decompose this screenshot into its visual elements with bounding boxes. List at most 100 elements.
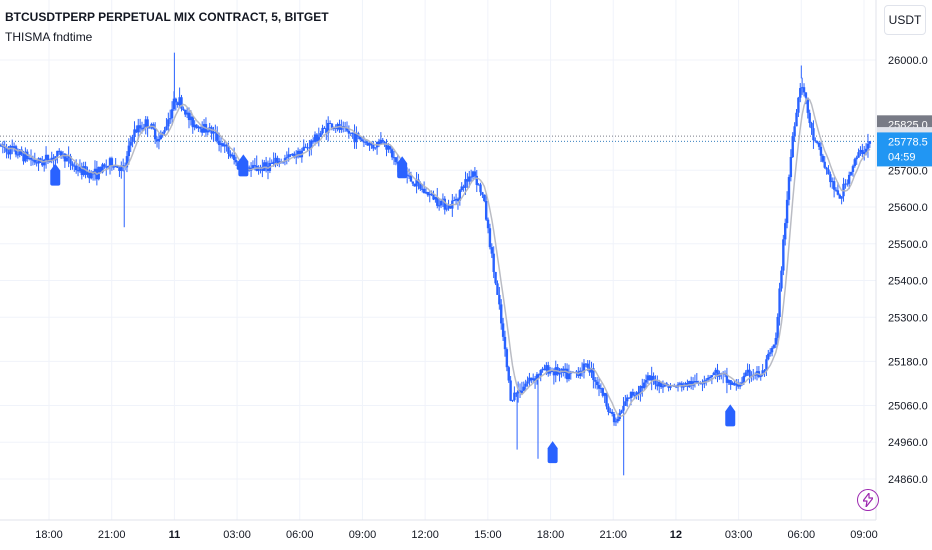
- candle-body: [635, 392, 638, 395]
- candle-body: [620, 410, 623, 413]
- candle-body: [795, 112, 798, 127]
- candle-body: [716, 369, 719, 377]
- candle-body: [73, 165, 76, 167]
- candle-body: [633, 394, 636, 396]
- candle-body: [169, 118, 172, 120]
- candle-body: [289, 154, 292, 156]
- price-tick-label: 25600.0: [888, 202, 928, 214]
- candle-body: [829, 174, 832, 183]
- candle-body: [368, 143, 371, 146]
- signal-marker: [547, 441, 558, 464]
- price-tick-label: 25500.0: [888, 239, 928, 251]
- candle-body: [392, 157, 396, 159]
- candle-body: [342, 125, 345, 127]
- candle-body: [37, 158, 40, 164]
- candle-body: [695, 381, 699, 383]
- candle-body: [405, 174, 409, 176]
- candle-body: [840, 196, 843, 199]
- candle-body: [667, 386, 670, 388]
- candle-body: [334, 128, 337, 130]
- candle-body: [298, 150, 302, 158]
- candle-body: [691, 381, 695, 386]
- candle-body: [492, 253, 495, 273]
- candle-body: [206, 130, 210, 133]
- candle-body: [607, 406, 610, 412]
- price-tick-label: 25300.0: [888, 312, 928, 324]
- candle-body: [311, 140, 315, 142]
- candle-body: [148, 127, 151, 129]
- candle-body: [372, 144, 375, 149]
- candle-body: [437, 205, 441, 207]
- candle-body: [516, 390, 520, 394]
- candle-body: [488, 228, 492, 248]
- candle-body: [227, 146, 230, 154]
- candle-body: [332, 128, 336, 130]
- candle-body: [799, 88, 802, 98]
- candle-body: [530, 377, 533, 381]
- candle-body: [321, 127, 324, 134]
- bar-countdown-label: 04:59: [888, 151, 916, 163]
- price-tick-label: 26000.0: [888, 55, 928, 67]
- candle-body: [447, 205, 450, 209]
- candle-body: [16, 154, 20, 156]
- candle-body: [131, 136, 134, 142]
- candle-body: [857, 152, 860, 158]
- candle-body: [187, 112, 191, 121]
- candle-body: [137, 125, 140, 133]
- lightning-bolt-icon[interactable]: [857, 489, 879, 511]
- candle-body: [424, 191, 428, 194]
- candle-body: [729, 380, 732, 385]
- time-tick-label: 21:00: [98, 529, 126, 541]
- candle-body: [308, 147, 311, 149]
- candle-body: [768, 352, 772, 354]
- candle-body: [11, 146, 14, 149]
- candle-body: [861, 149, 864, 154]
- candle-body: [656, 384, 659, 387]
- price-tick-label: 24960.0: [888, 437, 928, 449]
- candle-body: [272, 161, 275, 164]
- candle-body: [778, 288, 781, 317]
- candle-body: [231, 154, 234, 157]
- indicator-label[interactable]: THISMA fndtime: [5, 30, 93, 44]
- time-tick-label: 06:00: [286, 529, 314, 541]
- candle-body: [103, 164, 106, 167]
- candle-body: [202, 124, 206, 133]
- candle-body: [460, 186, 463, 191]
- candle-body: [765, 359, 768, 371]
- candle-body: [731, 382, 734, 385]
- price-tick-label: 24860.0: [888, 474, 928, 486]
- candle-body: [421, 188, 424, 190]
- candle-body: [189, 116, 193, 121]
- candle-body: [539, 370, 542, 376]
- ma-line: [0, 97, 871, 417]
- currency-button[interactable]: USDT: [884, 5, 926, 35]
- candle-body: [597, 385, 601, 389]
- candle-body: [827, 169, 830, 175]
- candle-body: [800, 87, 804, 89]
- bolt-glyph: [863, 493, 873, 507]
- candle-body: [330, 123, 334, 129]
- candle-body: [753, 374, 757, 376]
- candle-body: [804, 92, 808, 98]
- candle-body: [394, 157, 398, 162]
- candle-body: [682, 385, 685, 388]
- candle-body: [808, 112, 811, 124]
- candle-body: [217, 140, 221, 145]
- candle-body: [125, 156, 129, 168]
- candle-body: [390, 149, 394, 158]
- candle-body: [648, 375, 652, 381]
- candle-body: [389, 145, 392, 150]
- time-tick-label: 12:00: [411, 529, 439, 541]
- candle-body: [172, 98, 176, 110]
- candle-body: [812, 128, 815, 141]
- candle-body: [509, 380, 512, 401]
- candle-body: [821, 155, 825, 162]
- candle-body: [863, 151, 866, 154]
- candle-body: [706, 377, 710, 380]
- candle-body: [180, 97, 183, 109]
- candle-body: [114, 165, 117, 167]
- candle-body: [366, 142, 369, 146]
- symbol-title[interactable]: BTCUSDTPERP PERPETUAL MIX CONTRACT, 5, B…: [5, 10, 329, 24]
